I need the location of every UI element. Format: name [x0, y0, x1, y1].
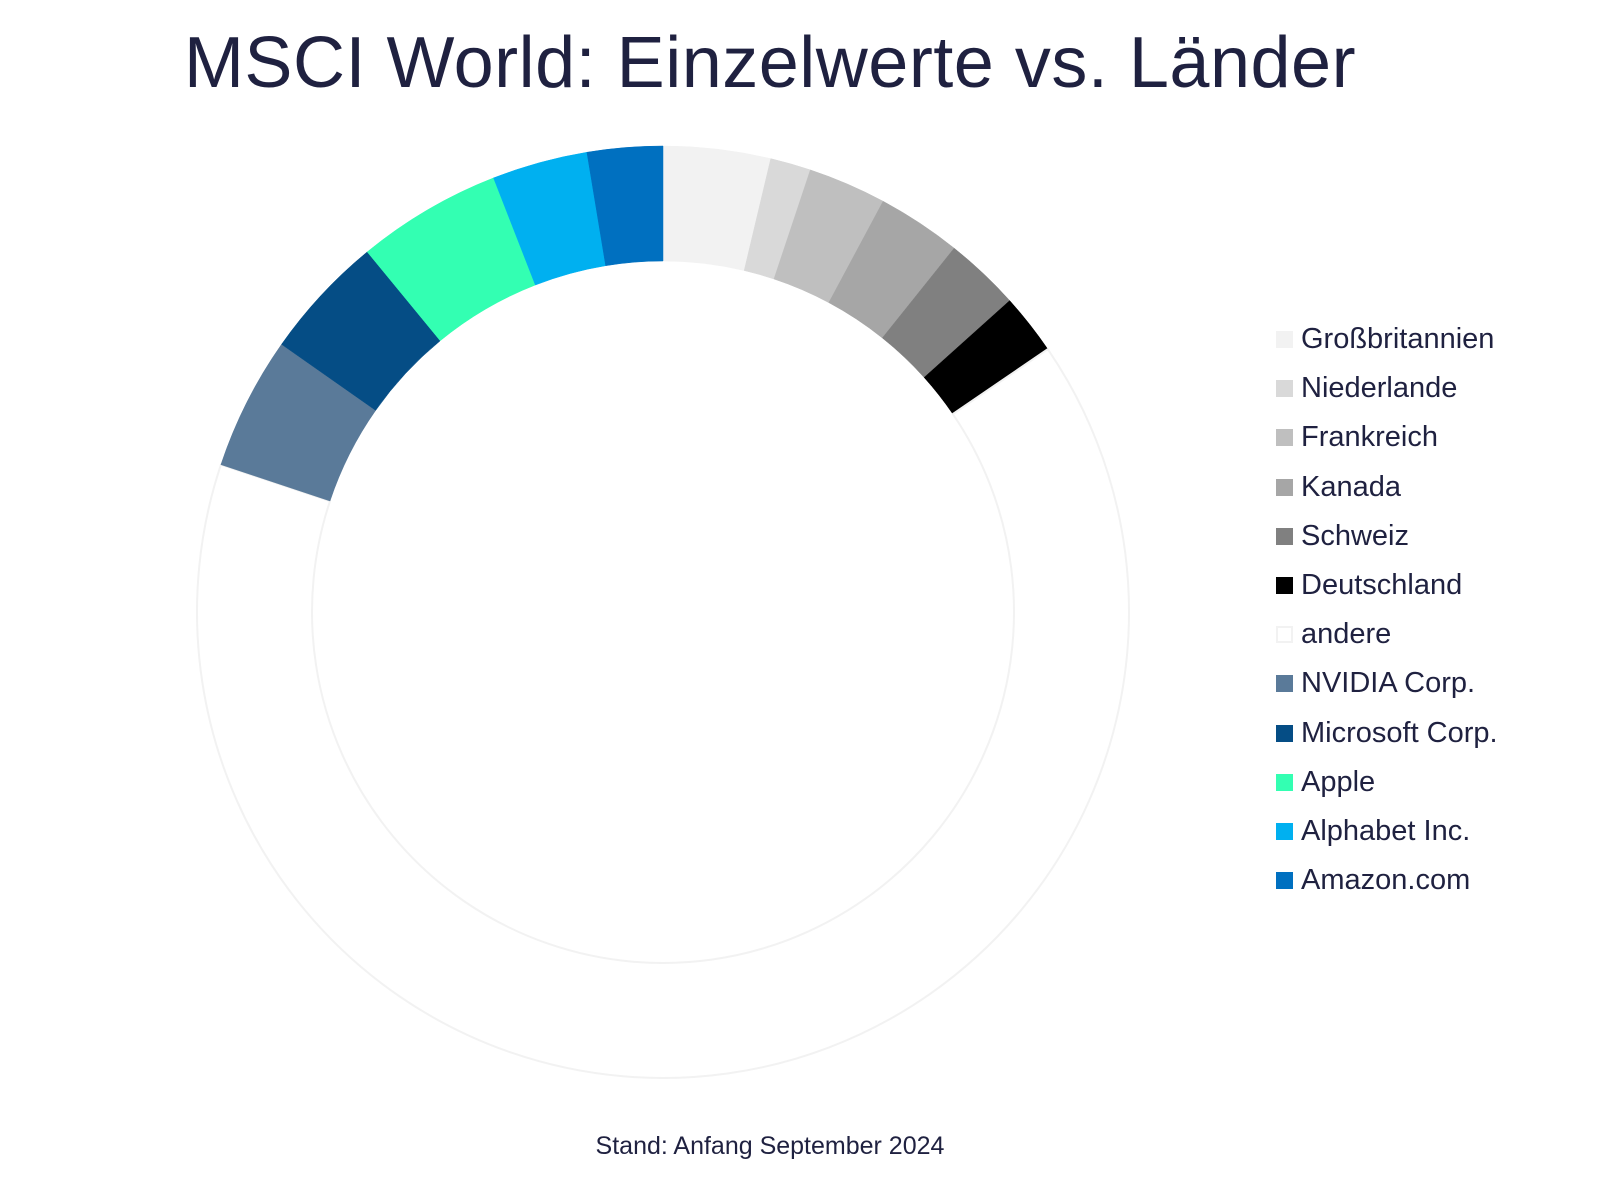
legend-swatch [1276, 872, 1293, 890]
legend-item-apple: Apple [1276, 758, 1498, 807]
legend-label: Niederlande [1301, 372, 1458, 405]
legend-swatch [1276, 822, 1293, 840]
legend-swatch [1276, 773, 1293, 791]
legend-item-alphabet-inc: Alphabet Inc. [1276, 807, 1498, 856]
legend-label: Schweiz [1301, 519, 1409, 552]
chart-legend: Großbritannien Niederlande Frankreich Kanad… [1276, 315, 1498, 905]
legend-swatch [1276, 577, 1293, 595]
legend-label: Alphabet Inc. [1301, 814, 1471, 847]
legend-label: Frankreich [1301, 421, 1438, 454]
chart-footnote: Stand: Anfang September 2024 [595, 1132, 945, 1160]
legend-item-schweiz: Schweiz [1276, 512, 1498, 561]
legend-label: Großbritannien [1301, 323, 1495, 356]
legend-swatch [1276, 331, 1293, 349]
legend-swatch [1276, 380, 1293, 398]
legend-swatch [1276, 626, 1293, 644]
donut-slice-andere [196, 347, 1130, 1079]
legend-item-amazon-com: Amazon.com [1276, 856, 1498, 905]
legend-swatch [1276, 527, 1293, 545]
legend-item-kanada: Kanada [1276, 463, 1498, 512]
legend-item-deutschland: Deutschland [1276, 561, 1498, 610]
legend-label: NVIDIA Corp. [1301, 667, 1476, 700]
legend-label: andere [1301, 618, 1392, 651]
legend-label: Deutschland [1301, 569, 1463, 602]
legend-item-niederlande: Niederlande [1276, 364, 1498, 413]
legend-item-microsoft-corp: Microsoft Corp. [1276, 709, 1498, 758]
legend-item-andere: andere [1276, 610, 1498, 659]
legend-label: Microsoft Corp. [1301, 716, 1498, 749]
legend-swatch [1276, 429, 1293, 447]
legend-swatch [1276, 724, 1293, 742]
legend-item-grossbritannien: Großbritannien [1276, 315, 1498, 364]
legend-swatch [1276, 478, 1293, 496]
donut-slice-amazon-com [586, 145, 664, 266]
legend-label: Apple [1301, 765, 1376, 798]
legend-label: Amazon.com [1301, 864, 1471, 897]
chart-title: MSCI World: Einzelwerte vs. Länder [183, 23, 1357, 103]
legend-item-frankreich: Frankreich [1276, 413, 1498, 462]
legend-swatch [1276, 675, 1293, 693]
legend-item-nvidia-corp: NVIDIA Corp. [1276, 659, 1498, 708]
legend-label: Kanada [1301, 470, 1401, 503]
